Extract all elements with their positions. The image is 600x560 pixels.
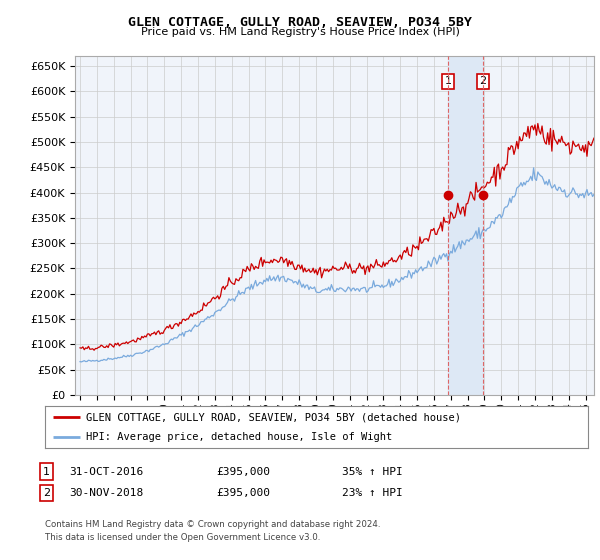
Text: 2: 2 — [479, 76, 487, 86]
Text: £395,000: £395,000 — [216, 466, 270, 477]
Text: 31-OCT-2016: 31-OCT-2016 — [69, 466, 143, 477]
Text: GLEN COTTAGE, GULLY ROAD, SEAVIEW, PO34 5BY: GLEN COTTAGE, GULLY ROAD, SEAVIEW, PO34 … — [128, 16, 472, 29]
Text: This data is licensed under the Open Government Licence v3.0.: This data is licensed under the Open Gov… — [45, 533, 320, 542]
Text: 1: 1 — [445, 76, 451, 86]
Bar — [448, 56, 483, 395]
Text: 35% ↑ HPI: 35% ↑ HPI — [342, 466, 403, 477]
Text: 2: 2 — [43, 488, 50, 498]
Text: 23% ↑ HPI: 23% ↑ HPI — [342, 488, 403, 498]
Text: GLEN COTTAGE, GULLY ROAD, SEAVIEW, PO34 5BY (detached house): GLEN COTTAGE, GULLY ROAD, SEAVIEW, PO34 … — [86, 412, 461, 422]
Text: 1: 1 — [43, 466, 50, 477]
Text: £395,000: £395,000 — [216, 488, 270, 498]
Text: 30-NOV-2018: 30-NOV-2018 — [69, 488, 143, 498]
Text: Price paid vs. HM Land Registry's House Price Index (HPI): Price paid vs. HM Land Registry's House … — [140, 27, 460, 37]
Text: Contains HM Land Registry data © Crown copyright and database right 2024.: Contains HM Land Registry data © Crown c… — [45, 520, 380, 529]
Text: HPI: Average price, detached house, Isle of Wight: HPI: Average price, detached house, Isle… — [86, 432, 392, 442]
